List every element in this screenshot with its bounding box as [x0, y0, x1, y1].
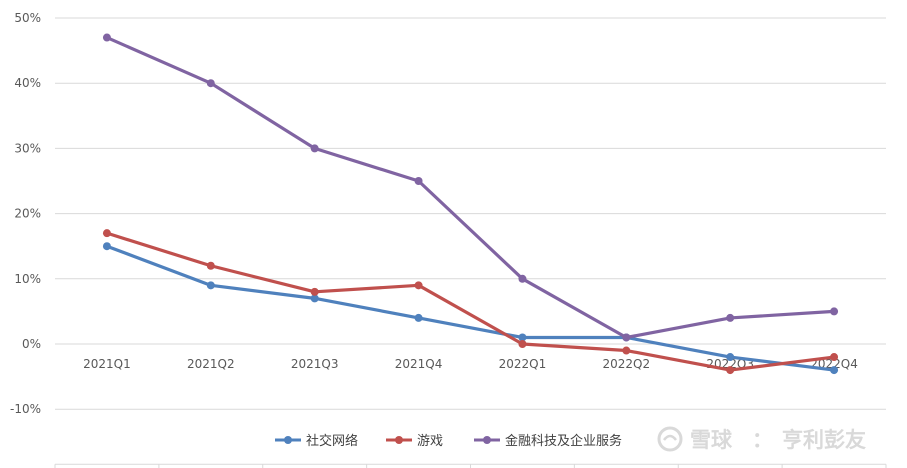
x-tick-label: 2021Q2 [187, 357, 235, 371]
y-tick-label: 30% [14, 141, 41, 155]
data-point [414, 313, 423, 322]
y-tick-label: 40% [14, 76, 41, 90]
data-point [830, 353, 839, 362]
x-tick-label: 2021Q3 [291, 357, 339, 371]
data-point [726, 366, 735, 375]
data-point [830, 307, 839, 316]
legend-marker [483, 436, 491, 444]
legend-label: 游戏 [417, 434, 443, 449]
x-tick-label: 2021Q4 [395, 357, 443, 371]
y-tick-label: -10% [10, 402, 41, 416]
data-point [518, 340, 527, 348]
data-point [102, 229, 111, 238]
data-point [726, 353, 735, 362]
data-point [622, 333, 631, 342]
series-line-2 [105, 35, 836, 340]
data-point [310, 287, 319, 296]
y-tick-label: 50% [14, 11, 41, 25]
legend-label: 社交网络 [306, 433, 358, 449]
y-tick-label: 0% [22, 337, 41, 351]
data-point [830, 366, 839, 375]
legend-marker [395, 436, 403, 444]
x-axis-ticks: 2021Q1 2021Q2 2021Q3 2021Q4 2022Q1 2022Q2 2022… [83, 357, 858, 371]
data-point [310, 294, 319, 303]
watermark: 雪球 ： 亨利彭友 [657, 426, 866, 452]
data-point [102, 33, 111, 42]
data-point [206, 261, 215, 270]
watermark-brand: 雪球 [690, 428, 733, 452]
y-tick-label: 20% [14, 207, 41, 221]
data-point [726, 313, 735, 322]
gridlines [54, 17, 887, 468]
data-point [518, 274, 527, 283]
x-tick-label: 2022Q2 [603, 357, 651, 371]
watermark-author: 亨利彭友 [782, 428, 866, 452]
data-point [310, 144, 319, 153]
data-point [206, 281, 215, 290]
legend-label: 金融科技及企业服务 [505, 433, 622, 449]
y-axis-ticks: -10% 0% 10% 20% 30% 40% 50% [10, 11, 41, 416]
y-tick-label: 10% [14, 272, 41, 286]
data-point [518, 333, 527, 342]
data-point [102, 242, 111, 251]
data-point [622, 346, 631, 355]
snowball-logo-icon [657, 426, 683, 452]
x-tick-label: 2021Q1 [83, 357, 131, 371]
legend: 社交网络 游戏 金融科技及企业服务 [275, 433, 622, 449]
series-lines [102, 33, 839, 375]
data-point [206, 79, 215, 88]
data-point [414, 177, 423, 185]
legend-marker [284, 436, 292, 444]
watermark-separator: ： [752, 428, 773, 452]
series-line-1 [105, 231, 836, 372]
series-line-0 [105, 244, 836, 372]
data-point [414, 281, 423, 290]
x-tick-label: 2022Q1 [499, 357, 547, 371]
